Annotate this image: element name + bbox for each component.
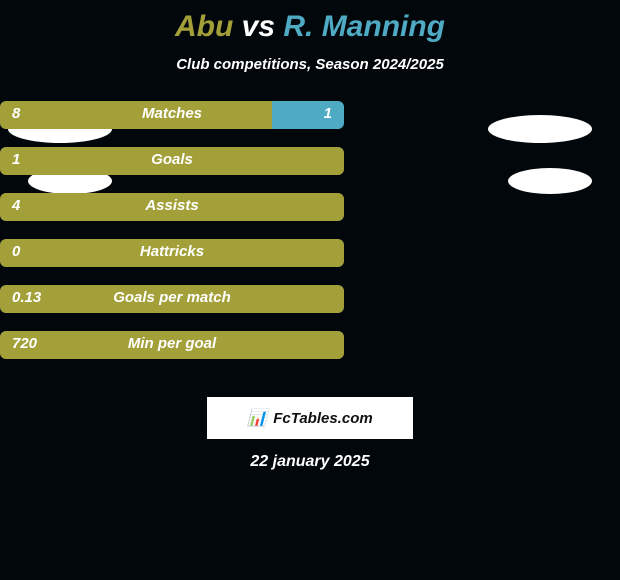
subtitle: Club competitions, Season 2024/2025 (0, 56, 620, 73)
player2-name: R. Manning (283, 10, 445, 43)
vs-text: vs (242, 10, 275, 43)
stat-bar-left (0, 285, 344, 313)
stat-row: Assists4 (0, 193, 344, 221)
stat-row: Goals per match0.13 (0, 285, 344, 313)
stats-chart: Matches81 Goals1 Assists4 Hattricks0 Goals p… (0, 101, 620, 381)
stat-bar-right (272, 101, 344, 129)
stat-bar-left (0, 193, 344, 221)
stat-bar-left (0, 101, 272, 129)
date-label: 22 january 2025 (0, 453, 620, 471)
ellipse-decoration (508, 168, 592, 194)
source-badge: 📊 FcTables.com (207, 397, 413, 439)
stat-row: Matches81 (0, 101, 344, 129)
page-title: Abu vs R. Manning (0, 0, 620, 44)
source-text: FcTables.com (273, 410, 372, 427)
ellipse-decoration (488, 115, 592, 143)
stat-bar-left (0, 331, 344, 359)
player1-name: Abu (175, 10, 233, 43)
stat-row: Goals1 (0, 147, 344, 175)
chart-icon: 📊 (247, 408, 267, 428)
stat-bar-left (0, 147, 344, 175)
stat-bar-left (0, 239, 344, 267)
comparison-card: Abu vs R. Manning Club competitions, Sea… (0, 0, 620, 580)
stat-row: Hattricks0 (0, 239, 344, 267)
stat-row: Min per goal720 (0, 331, 344, 359)
